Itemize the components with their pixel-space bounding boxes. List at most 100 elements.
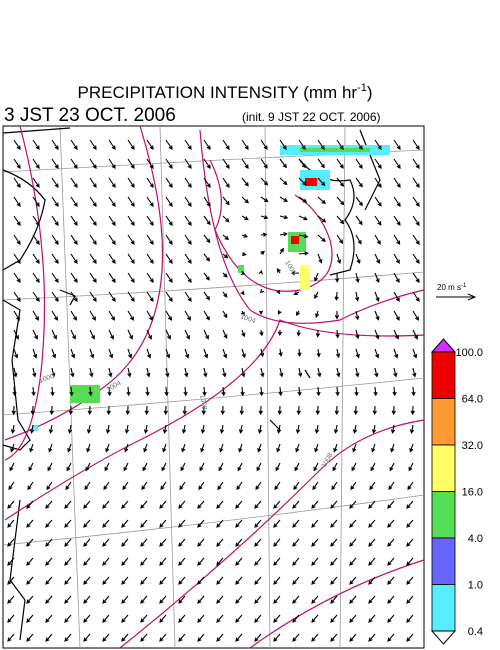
wind-arrow — [333, 443, 338, 453]
wind-arrow — [311, 500, 319, 509]
wind-arrow — [335, 329, 340, 339]
wind-arrow — [238, 443, 243, 453]
wind-arrow — [311, 576, 319, 585]
wind-arrow — [336, 234, 344, 245]
wind-arrow — [13, 291, 21, 302]
wind-arrow — [222, 329, 228, 339]
wind-arrow — [144, 405, 149, 416]
wind-arrow — [89, 310, 96, 321]
wind-arrow — [51, 291, 59, 302]
wind-arrow — [184, 234, 192, 245]
wind-arrow — [350, 481, 357, 491]
colorbar-segment — [431, 584, 456, 632]
wind-arrow — [88, 386, 93, 397]
wind-arrow — [178, 557, 186, 566]
wind-arrow — [241, 177, 249, 187]
wind-arrow — [258, 405, 263, 416]
wind-arrow — [70, 329, 76, 340]
wind-arrow — [83, 595, 91, 604]
wind-arrow — [108, 196, 116, 207]
wind-arrow — [121, 576, 129, 585]
wind-arrow — [273, 538, 281, 547]
wind-arrow — [240, 310, 245, 317]
wind-arrow — [292, 538, 300, 547]
wind-arrow — [393, 234, 401, 245]
wind-arrow — [126, 386, 131, 397]
wind-arrow — [102, 538, 110, 547]
wind-arrow — [374, 234, 381, 245]
wind-arrow — [296, 405, 301, 416]
wind-arrow — [235, 614, 243, 623]
wind-arrow — [317, 177, 326, 187]
wind-arrow — [330, 500, 338, 509]
wind-arrow — [11, 405, 16, 416]
wind-arrow — [260, 158, 268, 169]
wind-arrow — [276, 424, 282, 434]
wind-arrow — [102, 595, 110, 604]
wind-arrow — [83, 633, 91, 642]
wind-arrow — [165, 139, 173, 150]
wind-arrow — [406, 614, 414, 623]
wind-arrow — [412, 291, 420, 302]
wind-arrow — [349, 633, 357, 642]
wind-arrow — [197, 633, 205, 642]
wind-arrow — [273, 595, 281, 604]
wind-arrow — [121, 557, 129, 566]
wind-arrow — [387, 519, 395, 528]
wind-arrow — [178, 595, 186, 604]
wind-arrow — [32, 348, 38, 359]
wind-arrow — [184, 196, 192, 207]
wind-arrow — [45, 614, 53, 623]
wind-arrow — [83, 500, 91, 509]
wind-arrow — [393, 158, 401, 169]
wind-arrow — [277, 405, 282, 416]
wind-arrow — [140, 633, 148, 642]
wind-arrow — [412, 253, 420, 264]
wind-arrow — [235, 519, 243, 528]
wind-arrow — [102, 500, 110, 509]
wind-arrow — [274, 481, 281, 491]
wind-arrow — [257, 424, 263, 434]
wind-arrow — [13, 158, 21, 169]
wind-arrow — [89, 348, 95, 359]
wind-arrow — [335, 386, 340, 397]
wind-arrow — [70, 196, 78, 207]
wind-arrow — [241, 348, 246, 359]
wind-arrow — [254, 633, 262, 642]
wind-arrow — [178, 500, 186, 509]
wind-arrow — [311, 557, 319, 566]
wind-arrow — [368, 500, 376, 509]
wind-arrow — [67, 443, 72, 453]
wind-arrow — [45, 538, 53, 547]
wind-arrow — [273, 557, 281, 566]
wind-arrow — [197, 614, 205, 623]
wind-arrow — [296, 310, 300, 317]
wind-arrow — [374, 158, 382, 169]
wind-arrow — [236, 481, 243, 491]
wind-arrow — [165, 329, 171, 340]
wind-arrow — [108, 329, 114, 340]
wind-arrow — [279, 215, 289, 220]
wind-arrow — [235, 500, 243, 509]
wind-arrow — [240, 290, 245, 296]
wind-arrow — [121, 538, 129, 547]
wind-arrow — [200, 424, 206, 434]
wind-arrow — [203, 329, 209, 340]
wind-arrow — [165, 158, 173, 169]
wind-arrow — [273, 519, 281, 528]
wind-arrow — [260, 215, 269, 220]
wind-arrow — [163, 405, 168, 416]
wind-arrow — [255, 481, 262, 491]
wind-vectors — [7, 139, 420, 642]
wind-arrow — [331, 481, 338, 491]
init-time: (init. 9 JST 22 OCT. 2006) — [242, 110, 381, 124]
wind-arrow — [159, 538, 167, 547]
colorbar-label: 64.0 — [462, 394, 483, 406]
wind-arrow — [297, 348, 302, 358]
wind-arrow — [330, 614, 338, 623]
wind-arrow — [108, 310, 115, 321]
wind-arrow — [335, 348, 341, 359]
wind-arrow — [201, 405, 206, 416]
wind-arrow — [235, 557, 243, 566]
wind-arrow — [127, 348, 133, 359]
